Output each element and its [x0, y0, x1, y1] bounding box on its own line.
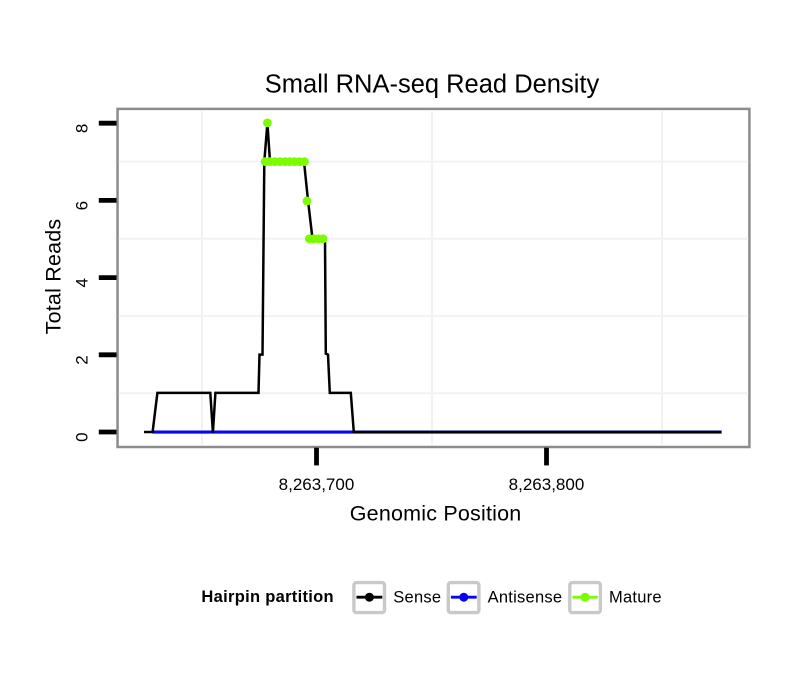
svg-text:4: 4	[73, 278, 92, 287]
svg-text:0: 0	[73, 432, 92, 441]
svg-text:Sense: Sense	[393, 588, 441, 606]
svg-text:Total Reads: Total Reads	[41, 219, 65, 335]
svg-text:8,263,800: 8,263,800	[509, 475, 585, 494]
svg-text:6: 6	[73, 201, 92, 210]
svg-text:2: 2	[73, 355, 92, 364]
svg-text:Antisense: Antisense	[488, 588, 563, 606]
svg-text:8,263,700: 8,263,700	[279, 475, 355, 494]
svg-text:Genomic Position: Genomic Position	[350, 501, 522, 525]
svg-text:8: 8	[73, 124, 92, 133]
svg-text:Mature: Mature	[609, 588, 662, 606]
svg-text:Small RNA-seq Read Density: Small RNA-seq Read Density	[265, 71, 600, 99]
svg-text:Hairpin partition: Hairpin partition	[201, 588, 334, 606]
